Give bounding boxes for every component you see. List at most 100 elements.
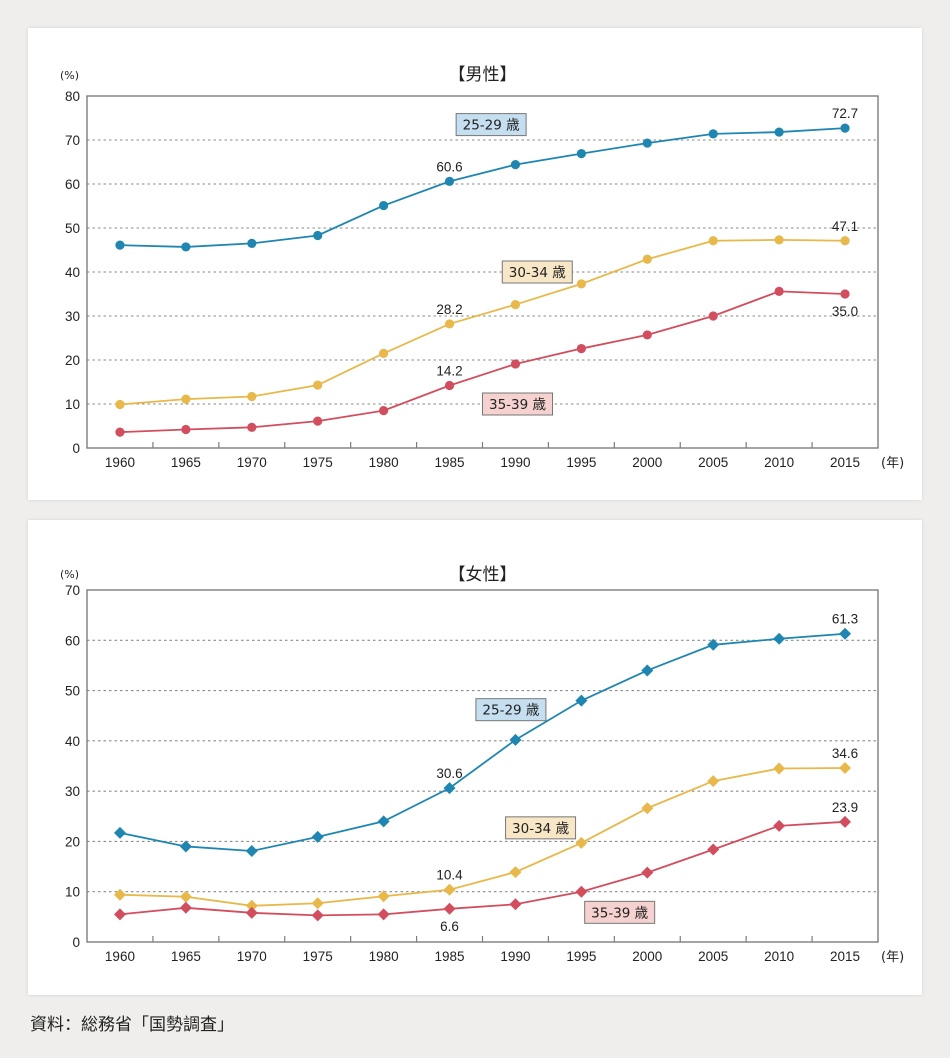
data-point [443,883,456,896]
series-tag-label: 25-29 歳 [482,703,540,719]
series-tag-label: 25-29 歳 [463,118,521,134]
data-point [575,694,588,707]
data-label: 60.6 [436,159,462,174]
data-point [642,138,652,148]
data-point [179,890,192,903]
data-point [245,906,258,919]
series-tag-label: 30-34 歳 [512,821,570,837]
data-label: 6.6 [440,919,459,934]
data-point [839,762,852,775]
data-point [181,394,191,404]
data-point [510,359,521,369]
series-tag-box [455,113,527,137]
data-point [115,399,125,410]
data-point [576,343,586,354]
data-label: 10.4 [436,868,463,883]
series-line [119,238,846,406]
data-point [377,890,390,903]
source-note: 資料：総務省「国勢調査」 [30,1015,234,1035]
data-point [510,299,521,310]
female-series-3: 6.6 23.9 35-39 歳 [113,800,858,934]
data-point [707,843,720,856]
x-tick-label: 2010 [764,455,794,470]
y-tick-label: 70 [65,133,80,148]
male-chart-title: 【男性】 [449,65,517,85]
data-point [181,242,191,252]
series-line [119,820,846,917]
data-point [313,416,323,426]
data-point [443,782,456,795]
female-series-2: 10.4 34.6 30-34 歳 [113,746,858,912]
x-tick-label: 1985 [435,455,465,470]
data-label: 61.3 [832,612,858,627]
female-chart-panel: 【女性】 (%) 0 10 20 30 40 50 60 70 1960 1965 1970 1975 19… [28,520,922,995]
data-point [708,311,718,321]
data-point [247,391,257,402]
x-tick-label: 1985 [435,949,465,964]
data-point [444,319,455,329]
x-tick-label: 1975 [303,949,333,964]
y-tick-label: 50 [65,684,80,699]
data-point [773,632,786,645]
data-point [773,762,786,775]
y-tick-label: 30 [65,784,80,799]
data-label: 34.6 [832,746,858,761]
y-tick-label: 50 [65,221,80,236]
data-point [509,898,522,911]
data-point [707,638,720,651]
data-point [707,775,720,788]
series-tag-label: 35-39 歳 [591,905,649,921]
data-label: 72.7 [832,106,858,121]
data-point [641,866,654,879]
data-point [443,902,456,915]
x-tick-label: 2010 [764,949,794,964]
x-tick-label: 1965 [171,949,201,964]
data-point [641,802,654,815]
x-tick-label: 2000 [632,455,662,470]
data-point [377,815,390,828]
data-point [181,424,191,435]
series-line [119,632,846,852]
x-tick-label: 1965 [171,455,201,470]
male-line-chart: 【男性】 (%) 0 10 20 30 40 50 60 70 80 1960 1965 1970 1975… [60,65,904,471]
data-point [444,380,455,391]
male-series-2: 28.2 47.1 30-34 歳 [115,219,858,410]
data-point [313,380,323,390]
plot-frame [86,589,879,943]
data-point [179,840,192,853]
data-label: 35.0 [832,304,858,319]
data-point [575,836,588,849]
x-tick-label: 1980 [369,949,399,964]
data-point [113,826,126,839]
data-point [311,830,324,843]
series-tag-label: 35-39 歳 [489,397,547,413]
data-point [840,123,850,133]
female-series-1: 30.6 61.3 25-29 歳 [113,612,858,857]
x-tick-label: 2005 [698,455,728,470]
y-tick-label: 20 [65,353,80,368]
series-tag: 30-34 歳 [505,816,577,840]
data-point [576,149,586,159]
x-tick-label: 2000 [632,949,662,964]
data-point [773,819,786,832]
data-point [444,176,455,186]
series-tag-box [482,392,553,416]
series-tag: 30-34 歳 [501,260,573,284]
series-tag: 25-29 歳 [455,113,527,137]
data-point [774,286,784,296]
series-tag-label: 30-34 歳 [509,265,567,281]
x-tick-label: 1990 [500,455,530,470]
male-chart-panel: 【男性】 (%) 0 10 20 30 40 50 60 70 80 1960 1965 1970 1975… [28,28,922,500]
x-tick-label: 1980 [369,455,399,470]
female-line-chart: 【女性】 (%) 0 10 20 30 40 50 60 70 1960 1965 1970 1975 19… [60,565,904,965]
series-tag-box [501,260,573,284]
y-tick-label: 40 [65,265,80,280]
data-point [839,815,852,828]
data-point [641,664,654,677]
data-point [377,908,390,921]
series-line [119,127,846,248]
y-tick-label: 0 [72,935,80,950]
data-label: 30.6 [436,766,462,781]
data-point [708,129,718,139]
series-tag-box [475,698,547,722]
